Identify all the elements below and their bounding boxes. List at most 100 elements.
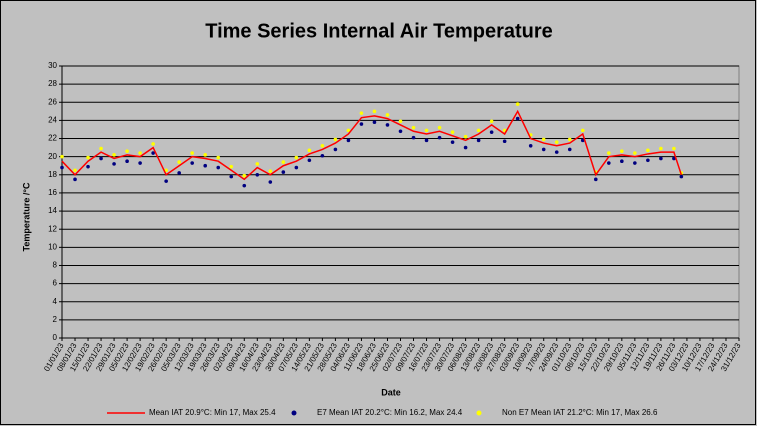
data-point — [99, 156, 103, 161]
y-tick-label: 20 — [48, 152, 57, 161]
data-point — [203, 163, 208, 168]
data-point — [164, 179, 168, 183]
legend-swatch — [291, 410, 297, 416]
data-point — [633, 151, 637, 155]
y-tick-label: 6 — [53, 279, 58, 288]
data-point — [450, 130, 455, 134]
y-tick-label: 16 — [48, 188, 57, 197]
data-point — [502, 139, 507, 144]
y-tick-label: 24 — [48, 116, 57, 125]
data-point — [659, 146, 663, 151]
data-point — [294, 155, 299, 160]
y-tick-label: 10 — [48, 242, 57, 251]
data-point — [541, 147, 546, 152]
data-point — [580, 128, 585, 133]
data-point — [450, 140, 455, 144]
y-tick-label: 18 — [48, 170, 57, 179]
data-point — [99, 146, 103, 151]
y-tick-label: 8 — [53, 261, 58, 270]
data-point — [607, 151, 611, 155]
data-point — [73, 177, 77, 182]
data-point — [229, 164, 234, 169]
data-point — [294, 165, 299, 170]
data-point — [255, 162, 260, 166]
data-point — [203, 153, 208, 157]
data-point — [463, 145, 468, 150]
data-point — [73, 168, 77, 173]
data-point — [528, 143, 533, 148]
data-point — [125, 149, 129, 154]
data-point — [646, 148, 650, 153]
chart-title: Time Series Internal Air Temperature — [205, 20, 553, 42]
data-point — [620, 149, 624, 154]
data-point — [346, 128, 351, 133]
plot-area — [61, 65, 740, 339]
data-point — [320, 143, 325, 148]
data-point — [190, 161, 194, 165]
data-point — [424, 138, 429, 143]
data-point — [242, 183, 247, 188]
data-point — [489, 119, 494, 124]
data-point — [593, 177, 598, 182]
data-point — [620, 159, 624, 163]
data-point — [567, 137, 572, 142]
data-point — [515, 102, 520, 106]
data-point — [372, 120, 377, 125]
data-point — [385, 123, 390, 127]
data-point — [476, 138, 481, 143]
data-point — [151, 151, 155, 155]
y-tick-label: 4 — [53, 297, 58, 306]
data-point — [281, 170, 286, 174]
data-point — [607, 161, 611, 165]
data-point — [554, 140, 559, 144]
data-point — [398, 129, 403, 134]
data-point — [411, 135, 416, 140]
data-point — [633, 161, 637, 165]
data-point — [398, 119, 403, 124]
data-point — [646, 158, 650, 163]
data-point — [672, 146, 676, 151]
data-point — [580, 138, 585, 143]
data-point — [372, 109, 377, 114]
legend-label: Mean IAT 20.9°C: Min 17, Max 25.4 — [149, 408, 276, 417]
y-tick-label: 22 — [48, 134, 57, 143]
data-point — [86, 164, 90, 169]
data-point — [112, 153, 116, 157]
data-point — [554, 150, 559, 154]
data-point — [567, 147, 572, 152]
data-point — [268, 180, 273, 184]
legend-label: Non E7 Mean IAT 21.2°C: Min 17, Max 26.6 — [502, 408, 658, 417]
y-tick-label: 26 — [48, 97, 57, 106]
data-point — [437, 135, 442, 140]
y-axis-title: Temperature /°C — [21, 182, 31, 251]
data-point — [541, 137, 546, 142]
data-point — [307, 148, 312, 153]
data-point — [424, 128, 429, 133]
data-point — [359, 111, 364, 115]
data-point — [112, 162, 116, 166]
legend-swatch — [476, 410, 482, 416]
data-point — [476, 128, 481, 133]
data-point — [489, 130, 494, 134]
data-point — [437, 125, 442, 130]
data-point — [86, 155, 90, 160]
data-point — [125, 159, 129, 163]
data-point — [60, 165, 64, 170]
y-tick-label: 0 — [53, 333, 58, 342]
data-point — [281, 160, 286, 164]
y-tick-label: 2 — [53, 315, 58, 324]
y-tick-label: 30 — [48, 61, 57, 70]
data-point — [672, 156, 676, 161]
data-point — [177, 160, 181, 164]
legend-label: E7 Mean IAT 20.2°C: Min 16.2, Max 24.4 — [317, 408, 463, 417]
data-point — [463, 134, 468, 139]
data-point — [164, 168, 168, 173]
data-point — [385, 113, 390, 117]
data-point — [333, 147, 338, 152]
x-axis-title: Date — [381, 387, 401, 397]
data-point — [177, 171, 181, 175]
y-tick-label: 28 — [48, 79, 57, 88]
data-point — [679, 174, 684, 179]
